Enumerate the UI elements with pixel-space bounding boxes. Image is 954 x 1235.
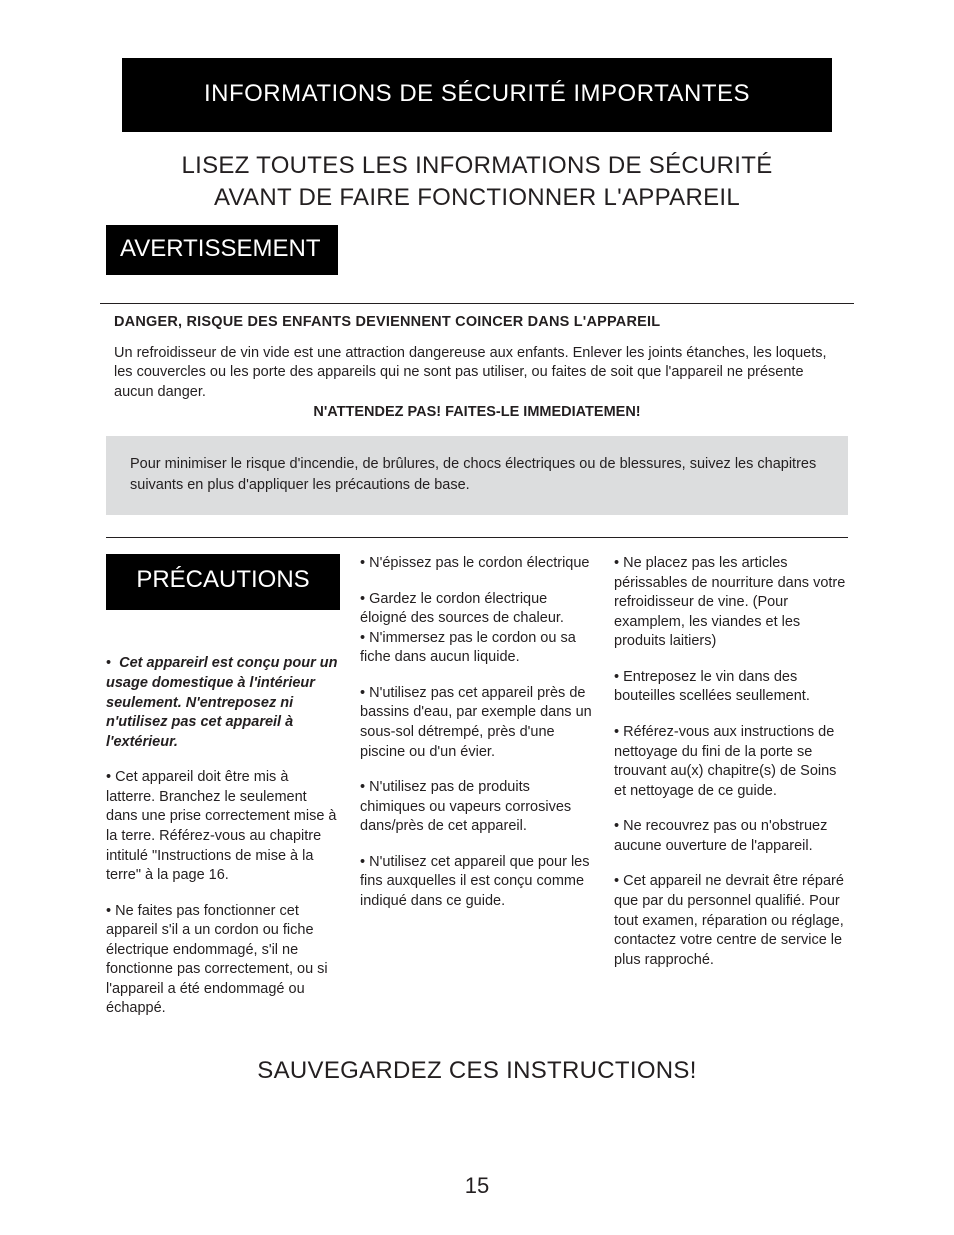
- column-3: • Ne placez pas les articles périssables…: [614, 554, 848, 1035]
- subhead-line-1: LISEZ TOUTES LES INFORMATIONS DE SÉCURIT…: [181, 152, 772, 179]
- precautions-badge: PRÉCAUTIONS: [106, 554, 340, 610]
- danger-title: DANGER, RISQUE DES ENFANTS DEVIENNENT CO…: [114, 314, 840, 330]
- col1-bullet-2: • Cet appareil doit être mis à latterre.…: [106, 768, 340, 885]
- col2-bullet-6: • N'utilisez cet appareil que pour les f…: [360, 853, 594, 912]
- col3-bullet-5: • Cet appareil ne devrait être réparé qu…: [614, 872, 848, 970]
- column-2: • N'épissez pas le cordon électrique • G…: [360, 554, 594, 1035]
- danger-section: DANGER, RISQUE DES ENFANTS DEVIENNENT CO…: [100, 303, 854, 421]
- col1-bullet-3: • Ne faites pas fonctionner cet appareil…: [106, 902, 340, 1019]
- precautions-badge-wrap: PRÉCAUTIONS: [106, 554, 340, 610]
- danger-cta: N'ATTENDEZ PAS! FAITES-LE IMMEDIATEMEN!: [114, 404, 840, 420]
- precautions-columns: PRÉCAUTIONS • Cet appareirl est conçu po…: [106, 554, 848, 1035]
- save-instructions-line: SAUVEGARDEZ CES INSTRUCTIONS!: [100, 1057, 854, 1085]
- col2-bullet-2: • Gardez le cordon électrique éloigné de…: [360, 590, 594, 629]
- col1-bullet-1-text: Cet appareirl est conçu pour un usage do…: [106, 655, 337, 749]
- col2-bullet-4: • N'utilisez pas cet appareil près de ba…: [360, 684, 594, 762]
- col2-bullet-5: • N'utilisez pas de produits chimiques o…: [360, 778, 594, 837]
- danger-body: Un refroidisseur de vin vide est une att…: [114, 344, 840, 403]
- warning-badge: AVERTISSEMENT: [106, 225, 338, 275]
- main-banner: INFORMATIONS DE SÉCURITÉ IMPORTANTES: [122, 58, 832, 132]
- page-number: 15: [0, 1173, 954, 1199]
- minimize-risk-box: Pour minimiser le risque d'incendie, de …: [106, 436, 848, 515]
- subheading: LISEZ TOUTES LES INFORMATIONS DE SÉCURIT…: [100, 150, 854, 215]
- column-1: PRÉCAUTIONS • Cet appareirl est conçu po…: [106, 554, 340, 1035]
- col2-bullet-3: • N'immersez pas le cordon ou sa fiche d…: [360, 629, 594, 668]
- col2-bullet-1: • N'épissez pas le cordon électrique: [360, 554, 594, 574]
- col3-bullet-1: • Ne placez pas les articles périssables…: [614, 554, 848, 652]
- subhead-line-2: AVANT DE FAIRE FONCTIONNER L'APPAREIL: [214, 184, 740, 211]
- col1-bullet-1: • Cet appareirl est conçu pour un usage …: [106, 654, 340, 752]
- warning-badge-row: AVERTISSEMENT: [100, 225, 854, 275]
- col3-bullet-2: • Entreposez le vin dans des bouteilles …: [614, 668, 848, 707]
- col3-bullet-4: • Ne recouvrez pas ou n'obstruez aucune …: [614, 817, 848, 856]
- divider: [106, 537, 848, 538]
- col3-bullet-3: • Référez-vous aux instructions de netto…: [614, 723, 848, 801]
